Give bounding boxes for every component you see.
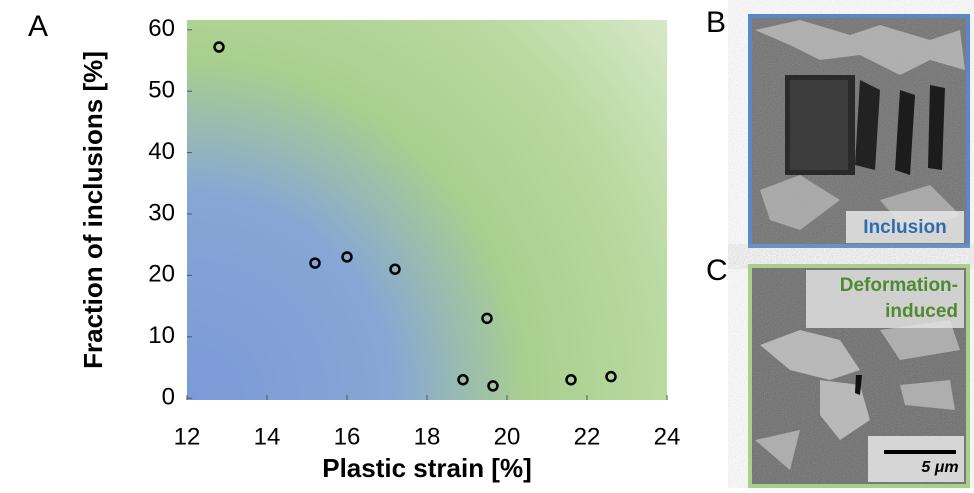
micrograph-c: Deformation- induced 5 μm bbox=[748, 264, 970, 488]
panel-label: C bbox=[706, 254, 728, 287]
y-tick-label: 60 bbox=[148, 15, 175, 42]
data-point bbox=[457, 373, 469, 386]
data-point bbox=[309, 257, 321, 269]
x-tick-label: 22 bbox=[574, 423, 601, 450]
data-point bbox=[481, 312, 493, 325]
y-tick-label: 0 bbox=[162, 384, 175, 411]
y-axis-title: Fraction of inclusions [%] bbox=[78, 51, 108, 369]
scale-bar-label: 5 μm bbox=[921, 459, 958, 476]
y-tick-label: 20 bbox=[148, 261, 175, 288]
y-tick-label: 40 bbox=[148, 138, 175, 165]
data-point bbox=[389, 263, 401, 275]
x-tick-label: 24 bbox=[654, 423, 681, 450]
panel-label: A bbox=[28, 10, 48, 43]
image-label: Deformation- bbox=[840, 275, 958, 296]
image-label: Inclusion bbox=[863, 217, 946, 238]
y-tick-label: 50 bbox=[148, 77, 175, 104]
data-point bbox=[565, 373, 577, 386]
plot-background bbox=[187, 20, 667, 400]
x-axis-title: Plastic strain [%] bbox=[322, 453, 532, 483]
micrograph-b: Inclusion bbox=[748, 14, 970, 248]
y-tick-label: 30 bbox=[148, 199, 175, 226]
data-point bbox=[605, 370, 617, 383]
panel-label: B bbox=[706, 6, 726, 39]
x-tick-label: 16 bbox=[334, 423, 361, 450]
data-point bbox=[341, 251, 353, 263]
x-tick-label: 12 bbox=[174, 423, 201, 450]
image-label: induced bbox=[885, 301, 958, 322]
data-point bbox=[487, 380, 499, 392]
y-tick-label: 10 bbox=[148, 322, 175, 349]
data-point bbox=[213, 41, 225, 53]
x-tick-label: 20 bbox=[494, 423, 521, 450]
x-tick-label: 14 bbox=[254, 423, 281, 450]
x-tick-label: 18 bbox=[414, 423, 441, 450]
